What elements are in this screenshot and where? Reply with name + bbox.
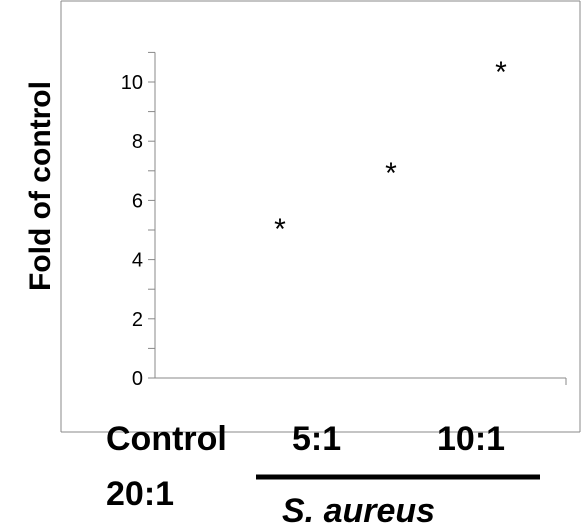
- category-label-10-1: 10:1: [437, 420, 505, 458]
- y-axis: 0 2 4 6 8 10: [121, 51, 156, 390]
- data-point-marker: *: [274, 213, 286, 246]
- y-tick-label: 8: [132, 131, 143, 153]
- y-tick-label: 6: [132, 190, 143, 212]
- x-axis: [155, 377, 567, 385]
- category-label-control: Control: [106, 420, 227, 458]
- data-points: * * *: [274, 56, 507, 246]
- category-label-5-1: 5:1: [292, 420, 341, 458]
- y-tick-label: 10: [121, 72, 143, 94]
- data-point-marker: *: [385, 157, 397, 190]
- y-axis-label: Fold of control: [24, 81, 57, 291]
- y-tick-label: 4: [132, 250, 143, 272]
- y-tick-label: 2: [132, 309, 143, 331]
- group-label-s-aureus: S. aureus: [282, 492, 435, 530]
- y-tick-label: 0: [132, 368, 143, 390]
- category-label-20-1: 20:1: [106, 475, 174, 513]
- data-point-marker: *: [495, 56, 507, 89]
